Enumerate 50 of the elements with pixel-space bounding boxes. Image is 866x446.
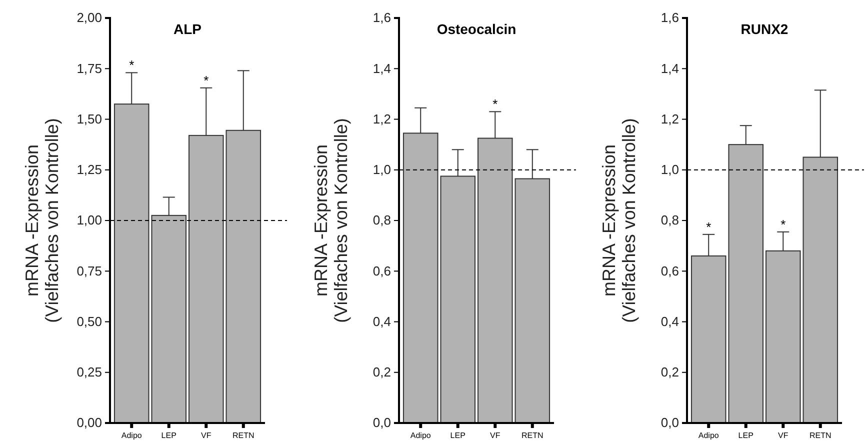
- y-tick-label: 1,75: [76, 60, 102, 76]
- x-tick-label: VF: [778, 431, 789, 440]
- x-tick-label: RETN: [232, 431, 254, 440]
- y-tick-label: 0,6: [661, 263, 680, 278]
- y-tick-label: 1,2: [661, 111, 680, 126]
- x-tick-label: Adipo: [410, 431, 432, 440]
- y-tick-label: 0,4: [372, 314, 391, 329]
- y-tick-label: 1,2: [372, 111, 391, 126]
- x-tick-label: VF: [201, 431, 212, 440]
- chart-title: Osteocalcin: [436, 21, 516, 37]
- y-tick-label: 1,4: [372, 60, 391, 76]
- y-tick-label: 0,4: [661, 314, 680, 329]
- y-tick-label: 0,8: [372, 212, 391, 228]
- y-tick-label: 0,00: [76, 415, 102, 430]
- x-tick-label: Adipo: [121, 431, 142, 440]
- annotation: *: [780, 216, 786, 232]
- y-axis-title: mRNA -Expression (Vielfaches von Kontrolle): [310, 118, 351, 323]
- x-tick-label: Adipo: [698, 431, 720, 440]
- y-tick-label: 1,0: [661, 162, 680, 178]
- y-tick-label: 1,0: [372, 162, 391, 178]
- chart-title: ALP: [174, 21, 202, 37]
- x-tick-label: RETN: [521, 431, 544, 440]
- y-tick-label: 1,25: [76, 162, 102, 178]
- y-tick-label: 0,75: [76, 263, 102, 278]
- annotation: *: [492, 96, 498, 112]
- y-tick-label: 2,00: [76, 10, 102, 26]
- y-axis-title: mRNA -Expression (Vielfaches von Kontrolle): [22, 118, 62, 323]
- x-tick-label: LEP: [738, 431, 754, 440]
- y-tick-label: 0,50: [76, 314, 102, 329]
- chart-title: RUNX2: [741, 21, 789, 37]
- y-tick-label: 1,4: [661, 60, 680, 76]
- x-tick-label: LEP: [161, 431, 176, 440]
- y-tick-label: 0,2: [661, 364, 680, 380]
- x-tick-label: RETN: [810, 431, 832, 440]
- y-tick-label: 1,6: [372, 10, 391, 26]
- annotation: *: [706, 219, 712, 234]
- x-tick-label: LEP: [450, 431, 466, 440]
- y-tick-label: 0,8: [661, 212, 680, 228]
- y-tick-label: 1,50: [76, 111, 102, 126]
- y-axis-title: mRNA -Expression (Vielfaches von Kontrolle): [599, 118, 640, 323]
- y-tick-label: 0,25: [76, 364, 102, 380]
- y-tick-label: 0,2: [372, 364, 391, 380]
- y-tick-label: 0,0: [661, 415, 680, 430]
- y-tick-label: 0,6: [372, 263, 391, 278]
- annotation: *: [129, 58, 134, 73]
- y-tick-label: 1,00: [76, 212, 102, 228]
- x-tick-label: VF: [490, 431, 500, 440]
- annotation: *: [204, 72, 209, 88]
- y-tick-label: 0,0: [372, 415, 391, 430]
- y-tick-label: 1,6: [661, 10, 680, 26]
